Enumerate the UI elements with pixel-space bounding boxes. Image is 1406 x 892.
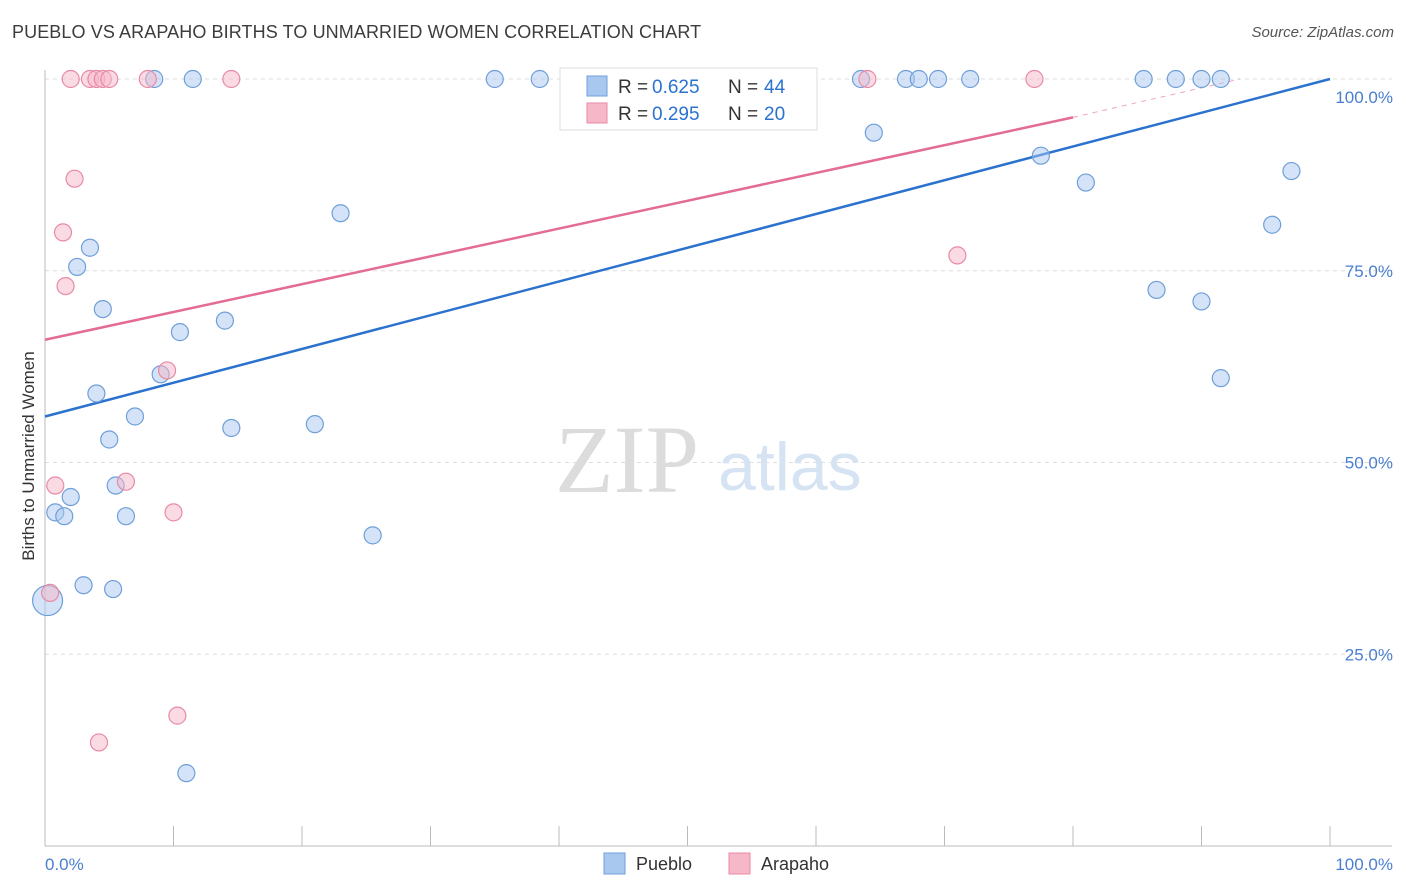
y-tick-label-50: 50.0% <box>1345 454 1393 473</box>
legend-box: R = 0.625 N = 44 R = 0.295 N = 20 <box>559 67 818 131</box>
y-tick-label-25: 25.0% <box>1345 645 1393 664</box>
point-pueblo-21 <box>68 257 87 277</box>
y-tick-label-75: 75.0% <box>1345 262 1393 281</box>
point-pueblo-40 <box>74 576 93 595</box>
point-pueblo-20 <box>80 238 100 257</box>
axes <box>44 70 1392 847</box>
legend-swatch-arapaho <box>586 102 608 124</box>
point-pueblo-7 <box>909 69 928 89</box>
bottom-legend-label-arapaho: Arapaho <box>761 854 829 874</box>
point-pueblo-12 <box>1192 69 1211 89</box>
point-pueblo-17 <box>1282 161 1301 181</box>
y-tick-labels: 25.0% 50.0% 75.0% 100.0% <box>1335 88 1393 664</box>
point-pueblo-13 <box>1211 69 1230 89</box>
bottom-legend-swatch-arapaho <box>728 852 751 875</box>
point-pueblo-22 <box>1147 280 1166 300</box>
bottom-legend-label-pueblo: Pueblo <box>636 854 692 874</box>
point-pueblo-43 <box>177 764 196 783</box>
point-pueblo-9 <box>961 69 980 89</box>
point-pueblo-28 <box>1211 369 1230 388</box>
point-pueblo-29 <box>87 384 106 403</box>
point-arapaho-10 <box>53 223 73 242</box>
trend-extension-arapaho <box>1072 78 1241 118</box>
point-arapaho-7 <box>858 69 877 89</box>
point-arapaho-4 <box>100 69 119 89</box>
point-pueblo-41 <box>104 579 123 599</box>
point-arapaho-18 <box>168 706 187 725</box>
point-arapaho-14 <box>116 472 136 491</box>
x-ticks <box>44 826 1331 846</box>
point-pueblo-18 <box>331 204 350 223</box>
trend-line-pueblo <box>44 77 1331 418</box>
legend-r-value-pueblo: 0.625 <box>652 77 700 98</box>
point-arapaho-0 <box>61 69 80 89</box>
trend-lines <box>44 77 1331 418</box>
point-pueblo-14 <box>864 123 883 142</box>
point-arapaho-9 <box>65 169 84 188</box>
watermark: ZIP atlas <box>555 406 862 513</box>
point-pueblo-35 <box>61 487 80 507</box>
point-pueblo-31 <box>305 415 324 434</box>
point-pueblo-19 <box>1263 215 1282 234</box>
point-pueblo-11 <box>1166 69 1185 89</box>
point-arapaho-13 <box>157 361 177 380</box>
grid-lines <box>45 78 1392 655</box>
point-pueblo-3 <box>530 69 549 89</box>
point-arapaho-6 <box>222 69 241 89</box>
legend-swatch-pueblo <box>586 75 608 97</box>
point-pueblo-10 <box>1134 69 1153 89</box>
point-pueblo-26 <box>170 323 190 342</box>
point-pueblo-23 <box>1192 292 1211 311</box>
legend-r-value-arapaho: 0.295 <box>652 104 700 125</box>
point-pueblo-32 <box>222 418 241 438</box>
bottom-legend-swatch-pueblo <box>603 852 626 875</box>
chart-title: PUEBLO VS ARAPAHO BIRTHS TO UNMARRIED WO… <box>12 22 702 42</box>
point-arapaho-5 <box>138 69 157 89</box>
y-tick-label-100: 100.0% <box>1335 88 1393 107</box>
point-arapaho-12 <box>56 276 75 296</box>
y-axis-label: Births to Unmarried Women <box>19 351 38 560</box>
point-arapaho-19 <box>89 733 109 752</box>
point-pueblo-8 <box>928 69 948 89</box>
point-pueblo-30 <box>125 407 145 426</box>
data-points <box>31 69 1301 783</box>
watermark-atlas: atlas <box>718 429 862 505</box>
point-arapaho-15 <box>46 476 65 495</box>
point-pueblo-25 <box>215 311 234 330</box>
legend-r-label-pueblo: R = <box>618 77 648 98</box>
point-pueblo-38 <box>116 507 136 526</box>
point-pueblo-39 <box>363 526 382 545</box>
point-pueblo-16 <box>1076 173 1095 192</box>
legend-n-label-pueblo: N = <box>728 77 758 98</box>
legend-n-label-arapaho: N = <box>728 104 758 125</box>
point-pueblo-2 <box>485 69 504 89</box>
point-pueblo-33 <box>100 430 119 449</box>
watermark-zip: ZIP <box>555 406 699 513</box>
legend-n-value-pueblo: 44 <box>764 77 786 98</box>
trend-line-arapaho <box>44 116 1074 342</box>
point-pueblo-1 <box>183 69 202 89</box>
x-tick-label-max: 100.0% <box>1335 855 1393 874</box>
point-pueblo-15 <box>1031 146 1050 165</box>
point-arapaho-8 <box>1025 69 1044 89</box>
point-pueblo-24 <box>93 300 112 319</box>
bottom-legend: Pueblo Arapaho <box>603 852 829 875</box>
legend-n-value-arapaho: 20 <box>764 104 785 125</box>
point-arapaho-16 <box>164 503 183 522</box>
x-tick-label-min: 0.0% <box>45 855 84 874</box>
x-tick-labels: 0.0% 100.0% <box>45 855 1393 874</box>
point-arapaho-17 <box>41 583 60 602</box>
point-arapaho-11 <box>948 246 967 265</box>
source-label: Source: ZipAtlas.com <box>1251 24 1394 41</box>
point-pueblo-37 <box>55 507 74 526</box>
legend-r-label-arapaho: R = <box>618 104 648 125</box>
